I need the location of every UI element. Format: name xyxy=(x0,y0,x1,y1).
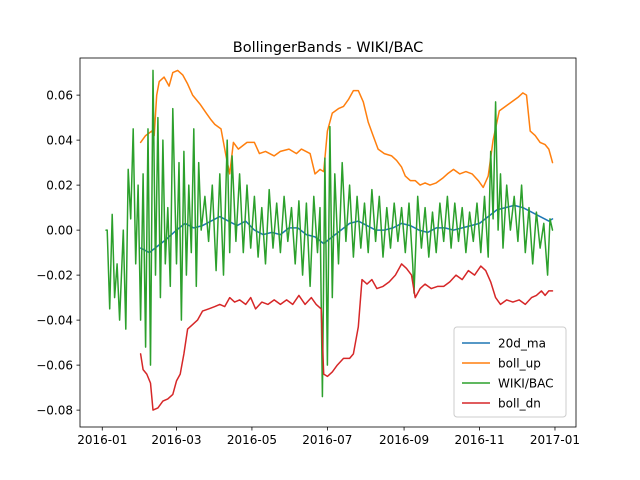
plot-area xyxy=(105,69,554,411)
y-tick-label: −0.06 xyxy=(36,358,73,372)
legend-label-wiki-bac: WIKI/BAC xyxy=(498,376,553,390)
legend-box xyxy=(453,326,567,418)
x-tick-label: 2016-03 xyxy=(151,433,201,447)
y-tick-label: 0.00 xyxy=(46,223,73,237)
series-line-wiki-bac xyxy=(105,69,554,398)
y-tick-label: −0.08 xyxy=(36,403,73,417)
legend: 20d_ma boll_up WIKI/BAC boll_dn xyxy=(453,326,567,418)
x-tick-label: 2016-11 xyxy=(454,433,504,447)
axes: 2016-01 2016-03 2016-05 2016-07 2016-09 2016-… xyxy=(36,57,580,447)
series-line-boll-up xyxy=(139,69,554,189)
legend-label-boll-dn: boll_dn xyxy=(498,396,541,410)
x-tick-label: 2016-05 xyxy=(227,433,277,447)
x-tick-label: 2017-01 xyxy=(530,433,580,447)
y-tick-label: 0.06 xyxy=(46,88,73,102)
legend-label-20d-ma: 20d_ma xyxy=(498,336,546,350)
y-tick-label: 0.04 xyxy=(46,133,73,147)
x-tick-label: 2016-01 xyxy=(77,433,127,447)
x-tick-label: 2016-07 xyxy=(302,433,352,447)
y-tick-label: −0.04 xyxy=(36,313,73,327)
legend-label-boll-up: boll_up xyxy=(498,356,541,370)
chart-title: BollingerBands - WIKI/BAC xyxy=(233,40,423,56)
y-tick-label: 0.02 xyxy=(46,178,73,192)
series-line-20d-ma xyxy=(139,204,554,254)
y-tick-label: −0.02 xyxy=(36,268,73,282)
x-tick-label: 2016-09 xyxy=(379,433,429,447)
series-line-boll-dn xyxy=(139,263,554,411)
axes-frame xyxy=(79,57,577,428)
